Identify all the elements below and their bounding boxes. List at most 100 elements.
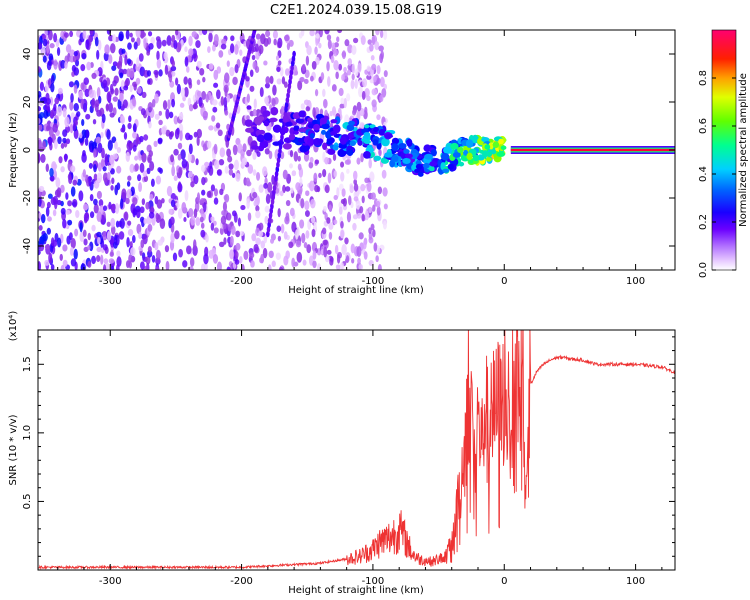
noise-speckle xyxy=(352,37,359,44)
noise-speckle xyxy=(76,111,81,117)
noise-speckle xyxy=(221,38,227,45)
noise-speckle xyxy=(271,260,276,268)
noise-speckle xyxy=(135,30,141,38)
noise-speckle xyxy=(322,168,327,178)
noise-speckle xyxy=(206,190,212,198)
noise-speckle xyxy=(118,31,124,42)
noise-speckle xyxy=(53,103,57,112)
noise-speckle xyxy=(174,128,180,140)
noise-speckle xyxy=(96,190,102,200)
noise-speckle xyxy=(255,210,261,219)
noise-speckle xyxy=(195,217,201,226)
noise-speckle xyxy=(223,237,227,245)
noise-speckle xyxy=(321,227,327,235)
noise-speckle xyxy=(290,187,294,194)
spectrogram-x-tick-label: 100 xyxy=(626,276,645,287)
noise-speckle xyxy=(213,69,219,81)
noise-speckle xyxy=(213,82,219,88)
noise-speckle xyxy=(196,79,201,86)
noise-speckle xyxy=(171,165,176,177)
noise-speckle xyxy=(170,65,177,72)
noise-speckle xyxy=(312,107,316,118)
noise-speckle xyxy=(220,215,227,225)
noise-speckle xyxy=(132,131,137,139)
noise-speckle xyxy=(84,137,89,146)
noise-speckle xyxy=(326,249,332,255)
signal-blob xyxy=(313,123,321,131)
noise-speckle xyxy=(112,79,117,87)
noise-speckle xyxy=(87,232,91,241)
noise-speckle xyxy=(326,34,332,41)
noise-speckle xyxy=(213,143,218,155)
noise-speckle xyxy=(115,263,120,270)
noise-speckle xyxy=(239,49,243,56)
noise-speckle xyxy=(226,266,231,270)
noise-speckle xyxy=(132,123,137,133)
noise-speckle xyxy=(38,124,43,131)
noise-speckle xyxy=(253,243,259,253)
noise-speckle xyxy=(282,184,286,194)
noise-speckle xyxy=(253,98,257,109)
noise-speckle xyxy=(65,44,72,53)
signal-blob xyxy=(309,133,315,139)
noise-speckle xyxy=(62,129,68,137)
noise-speckle xyxy=(149,193,154,201)
noise-speckle xyxy=(332,153,337,161)
noise-speckle xyxy=(383,70,388,78)
noise-speckle xyxy=(129,32,133,38)
noise-speckle xyxy=(107,165,112,171)
noise-speckle xyxy=(305,106,311,112)
noise-speckle xyxy=(353,196,359,202)
noise-speckle xyxy=(180,87,185,98)
noise-speckle xyxy=(196,192,201,204)
signal-blob xyxy=(320,129,327,135)
noise-speckle xyxy=(87,261,92,268)
noise-speckle xyxy=(368,158,372,169)
noise-speckle xyxy=(72,179,78,186)
noise-speckle xyxy=(128,115,132,123)
noise-speckle xyxy=(255,65,260,74)
noise-speckle xyxy=(351,73,355,81)
noise-speckle xyxy=(284,186,291,192)
noise-speckle xyxy=(335,71,339,80)
signal-blob xyxy=(472,154,480,162)
signal-blob xyxy=(298,128,307,133)
noise-speckle xyxy=(242,143,247,153)
noise-speckle xyxy=(360,183,366,192)
noise-speckle xyxy=(318,172,322,179)
noise-speckle xyxy=(264,96,270,105)
noise-speckle xyxy=(203,253,209,265)
noise-speckle xyxy=(229,43,235,54)
noise-speckle xyxy=(218,159,225,166)
noise-speckle xyxy=(190,215,196,226)
noise-speckle xyxy=(178,248,183,258)
noise-speckle xyxy=(376,114,381,121)
noise-speckle xyxy=(364,177,370,184)
snr-frame xyxy=(37,329,676,571)
noise-speckle xyxy=(368,206,372,214)
snr-y-tick-label: 1.0 xyxy=(22,425,33,441)
noise-speckle xyxy=(312,250,317,260)
signal-blob xyxy=(293,130,299,135)
noise-speckle xyxy=(39,111,45,119)
noise-speckle xyxy=(360,35,366,46)
noise-speckle xyxy=(102,264,107,270)
noise-speckle xyxy=(199,68,205,76)
noise-speckle xyxy=(319,108,324,116)
noise-speckle xyxy=(81,152,87,163)
noise-speckle xyxy=(50,109,54,118)
signal-blob xyxy=(384,152,393,158)
noise-speckle xyxy=(344,114,350,125)
signal-blob xyxy=(402,157,411,165)
noise-speckle xyxy=(320,72,325,81)
noise-speckle xyxy=(354,78,358,89)
noise-speckle xyxy=(351,258,355,264)
noise-speckle xyxy=(264,205,270,213)
noise-speckle xyxy=(132,208,138,216)
noise-speckle xyxy=(82,203,89,211)
noise-speckle xyxy=(111,177,115,185)
noise-speckle xyxy=(91,224,96,232)
noise-speckle xyxy=(264,148,270,155)
